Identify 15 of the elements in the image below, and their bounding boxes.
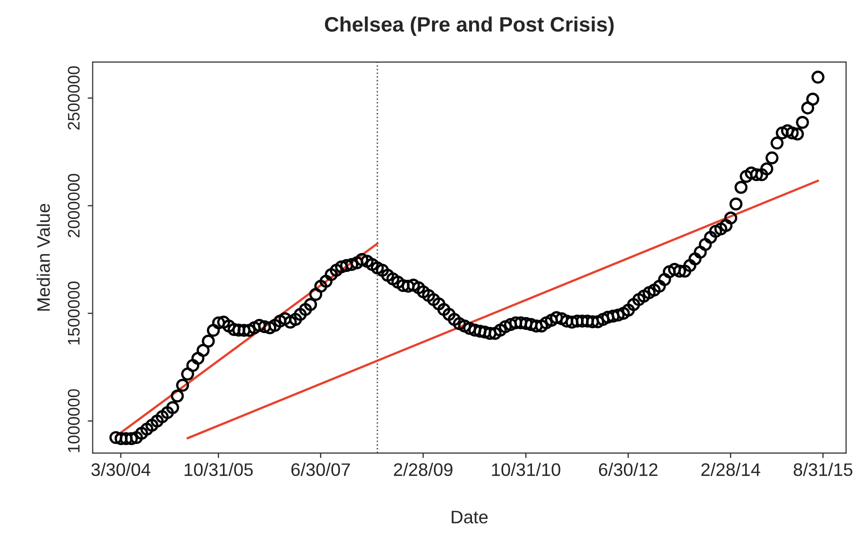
x-tick-label: 2/28/14 (701, 462, 760, 476)
x-tick-label: 6/30/07 (291, 462, 350, 476)
x-tick-label: 3/30/04 (91, 462, 150, 476)
y-tick-label: 1000000 (68, 389, 80, 452)
x-tick-label: 2/28/09 (394, 462, 452, 476)
x-tick-label: 10/31/10 (492, 462, 560, 476)
x-tick-label: 10/31/05 (184, 462, 253, 476)
chart-title: Chelsea (Pre and Post Crisis) (324, 16, 614, 36)
x-tick-label: 8/31/15 (794, 462, 852, 476)
y-tick-label: 2500000 (68, 66, 80, 130)
x-tick-label: 6/30/12 (599, 462, 658, 476)
y-tick-label: 1500000 (68, 282, 80, 345)
y-tick-label: 2000000 (68, 174, 80, 238)
x-axis-title: Date (452, 510, 488, 524)
y-axis-title: Median Value (36, 204, 50, 311)
